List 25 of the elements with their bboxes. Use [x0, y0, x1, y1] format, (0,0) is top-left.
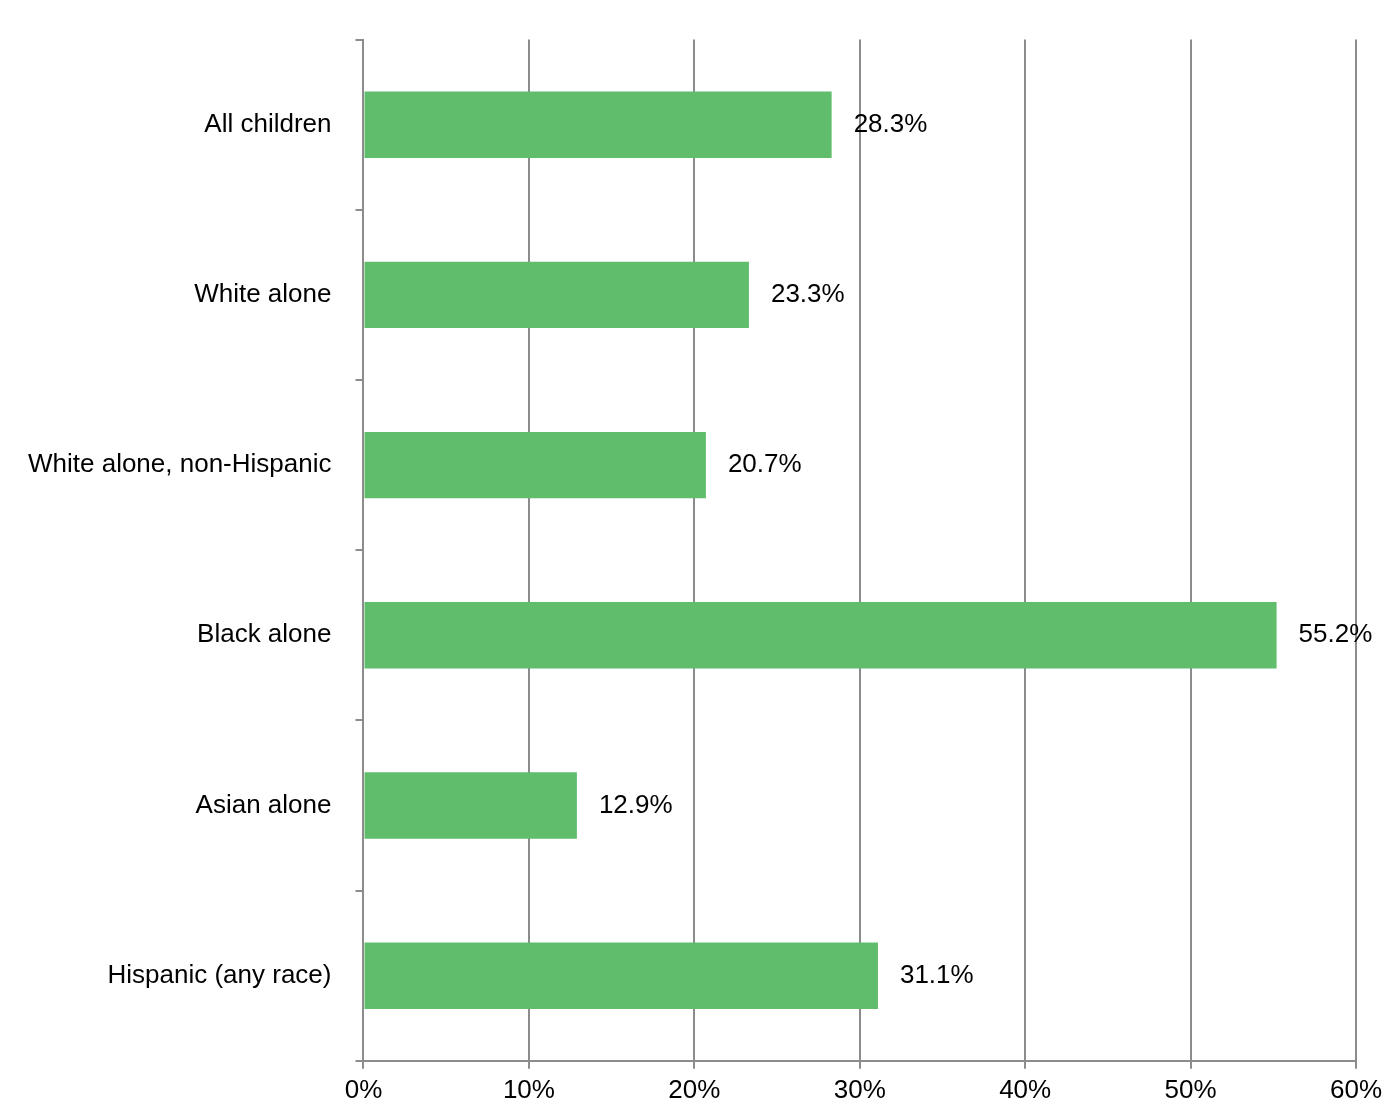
bar — [364, 261, 749, 329]
data-label: 31.1% — [899, 958, 974, 989]
y-tick-label: White alone, non-Hispanic — [27, 448, 332, 479]
y-tick-label: Asian alone — [195, 788, 332, 819]
data-label: 12.9% — [598, 788, 673, 819]
x-tick-label: 40% — [999, 1073, 1052, 1104]
x-tick-label: 10% — [502, 1073, 555, 1104]
bar — [364, 602, 1277, 669]
x-tick-label: 60% — [1329, 1073, 1383, 1104]
data-label: 28.3% — [853, 107, 928, 138]
y-tick-label: All children — [204, 107, 332, 138]
bar — [364, 91, 832, 158]
x-tick-label: 20% — [668, 1073, 721, 1104]
x-tick-label: 50% — [1164, 1073, 1217, 1104]
x-tick-label: 30% — [833, 1073, 886, 1104]
y-tick-label: Hispanic (any race) — [107, 958, 332, 989]
data-label: 23.3% — [770, 278, 845, 309]
bar — [364, 772, 577, 839]
x-tick-label: 0% — [344, 1073, 383, 1104]
data-label: 55.2% — [1298, 618, 1373, 649]
y-tick-label: White alone — [194, 278, 332, 309]
y-tick-label: Black alone — [197, 618, 332, 649]
bar — [364, 942, 878, 1009]
bar — [364, 431, 706, 499]
data-label: 20.7% — [727, 448, 802, 479]
